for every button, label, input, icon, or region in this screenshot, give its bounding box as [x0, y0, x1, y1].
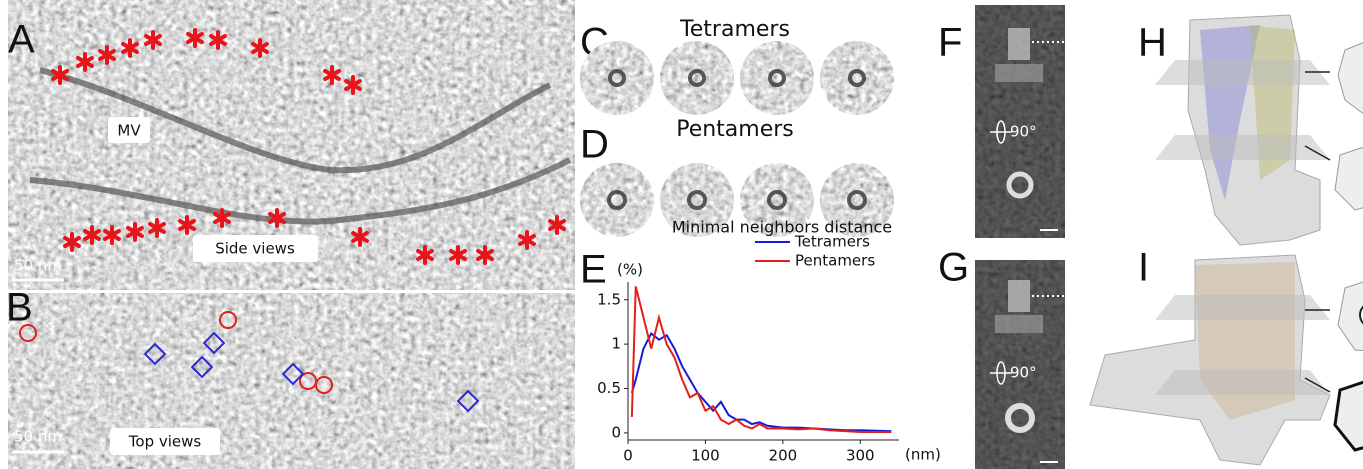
slice-plane: [1155, 135, 1330, 160]
annotation: Side views: [215, 240, 295, 258]
density: [1008, 28, 1030, 60]
series-line: [632, 286, 891, 432]
density: [1008, 280, 1030, 312]
average-image: [820, 41, 894, 115]
legend-label: Tetramers: [794, 233, 870, 251]
y-axis-label: (%): [617, 261, 643, 279]
y-tick-label: 0.5: [597, 379, 621, 397]
annotation: MV: [117, 122, 141, 140]
x-tick-label: 200: [769, 447, 798, 465]
panel-label: H: [1138, 21, 1167, 65]
average-image: [580, 41, 654, 115]
average-image: [740, 41, 814, 115]
x-tick-label: 0: [623, 447, 633, 465]
panel-title: Pentamers: [676, 117, 794, 142]
panel-label: I: [1138, 246, 1149, 290]
scale-bar-label: 50 nm: [14, 428, 62, 446]
panel-label: F: [938, 21, 962, 65]
panel-title: Tetramers: [679, 17, 790, 42]
panel-label: G: [938, 246, 969, 290]
panel-label: D: [580, 123, 609, 167]
y-tick-label: 1.5: [597, 290, 621, 308]
x-tick-label: 300: [846, 447, 875, 465]
slice-section: [1335, 380, 1363, 450]
slice-plane: [1155, 60, 1330, 85]
series-line: [632, 333, 891, 431]
slice-section: [1335, 145, 1363, 210]
figure: A MV Side views 50 nm B Top views 50 nm …: [0, 0, 1363, 469]
density: [995, 64, 1043, 82]
y-tick-label: 0: [611, 423, 621, 441]
x-axis-label: (nm): [905, 446, 941, 464]
rotation-label: 90°: [1010, 123, 1037, 141]
panel-label: E: [580, 248, 607, 292]
average-image: [660, 41, 734, 115]
slice-plane: [1155, 295, 1330, 320]
y-tick-label: 1: [611, 335, 621, 353]
annotation: Top views: [128, 433, 202, 451]
x-tick-label: 100: [691, 447, 720, 465]
slice-plane: [1155, 370, 1330, 395]
rotation-label: 90°: [1010, 364, 1037, 382]
average-image: [580, 163, 654, 237]
panel-label: A: [8, 18, 35, 62]
panel-label: B: [6, 286, 33, 330]
density: [995, 315, 1043, 333]
scale-bar-label: 50 nm: [14, 257, 62, 275]
slice-section: [1338, 38, 1363, 115]
legend-label: Pentamers: [795, 252, 875, 270]
